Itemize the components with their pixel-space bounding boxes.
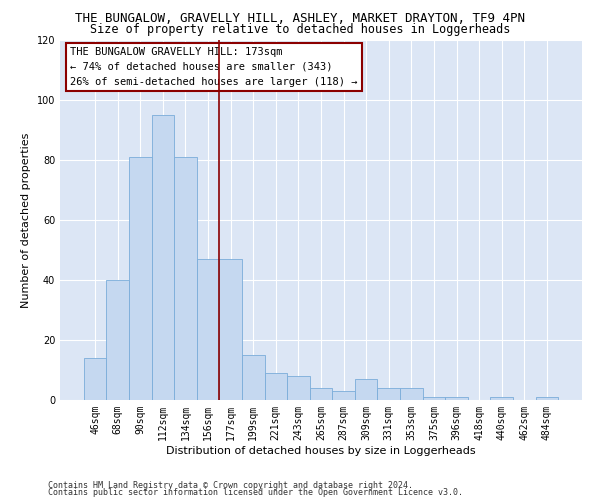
Bar	[84, 358, 106, 400]
Bar	[174, 157, 197, 400]
Bar	[129, 157, 152, 400]
Bar	[265, 373, 287, 400]
Text: THE BUNGALOW GRAVELLY HILL: 173sqm
← 74% of detached houses are smaller (343)
26: THE BUNGALOW GRAVELLY HILL: 173sqm ← 74%…	[70, 47, 358, 87]
Bar	[287, 376, 310, 400]
Bar	[332, 391, 355, 400]
Bar	[310, 388, 332, 400]
Text: Contains HM Land Registry data © Crown copyright and database right 2024.: Contains HM Land Registry data © Crown c…	[48, 480, 413, 490]
Bar	[355, 379, 377, 400]
Bar	[400, 388, 422, 400]
Text: Size of property relative to detached houses in Loggerheads: Size of property relative to detached ho…	[90, 22, 510, 36]
Bar	[490, 397, 513, 400]
X-axis label: Distribution of detached houses by size in Loggerheads: Distribution of detached houses by size …	[166, 446, 476, 456]
Text: Contains public sector information licensed under the Open Government Licence v3: Contains public sector information licen…	[48, 488, 463, 497]
Bar	[242, 355, 265, 400]
Bar	[152, 115, 174, 400]
Text: THE BUNGALOW, GRAVELLY HILL, ASHLEY, MARKET DRAYTON, TF9 4PN: THE BUNGALOW, GRAVELLY HILL, ASHLEY, MAR…	[75, 12, 525, 26]
Y-axis label: Number of detached properties: Number of detached properties	[21, 132, 31, 308]
Bar	[445, 397, 468, 400]
Bar	[197, 259, 220, 400]
Bar	[536, 397, 558, 400]
Bar	[422, 397, 445, 400]
Bar	[220, 259, 242, 400]
Bar	[106, 280, 129, 400]
Bar	[377, 388, 400, 400]
